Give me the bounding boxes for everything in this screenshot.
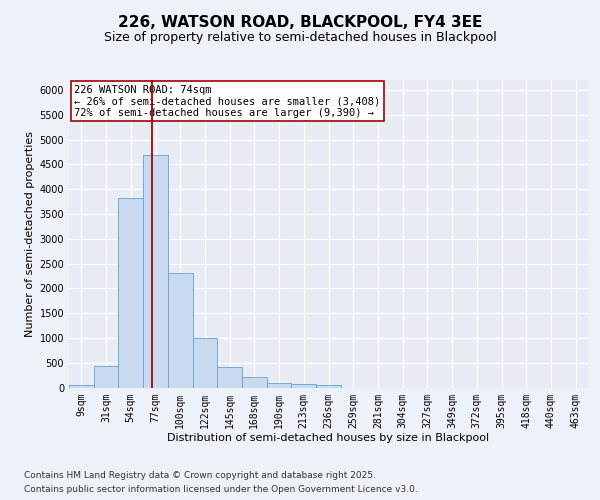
Bar xyxy=(168,274,193,388)
Bar xyxy=(217,367,242,388)
Text: Size of property relative to semi-detached houses in Blackpool: Size of property relative to semi-detach… xyxy=(104,31,496,44)
Bar xyxy=(143,156,168,388)
Text: Contains public sector information licensed under the Open Government Licence v3: Contains public sector information licen… xyxy=(24,484,418,494)
Bar xyxy=(193,338,217,388)
Text: 226 WATSON ROAD: 74sqm
← 26% of semi-detached houses are smaller (3,408)
72% of : 226 WATSON ROAD: 74sqm ← 26% of semi-det… xyxy=(74,84,380,118)
Text: 226, WATSON ROAD, BLACKPOOL, FY4 3EE: 226, WATSON ROAD, BLACKPOOL, FY4 3EE xyxy=(118,15,482,30)
Bar xyxy=(118,198,143,388)
Bar xyxy=(267,383,292,388)
Y-axis label: Number of semi-detached properties: Number of semi-detached properties xyxy=(25,130,35,337)
Bar xyxy=(316,385,341,388)
Bar xyxy=(242,377,267,388)
Bar xyxy=(94,366,118,388)
Bar xyxy=(69,385,94,388)
X-axis label: Distribution of semi-detached houses by size in Blackpool: Distribution of semi-detached houses by … xyxy=(167,433,490,443)
Text: Contains HM Land Registry data © Crown copyright and database right 2025.: Contains HM Land Registry data © Crown c… xyxy=(24,472,376,480)
Bar xyxy=(292,384,316,388)
